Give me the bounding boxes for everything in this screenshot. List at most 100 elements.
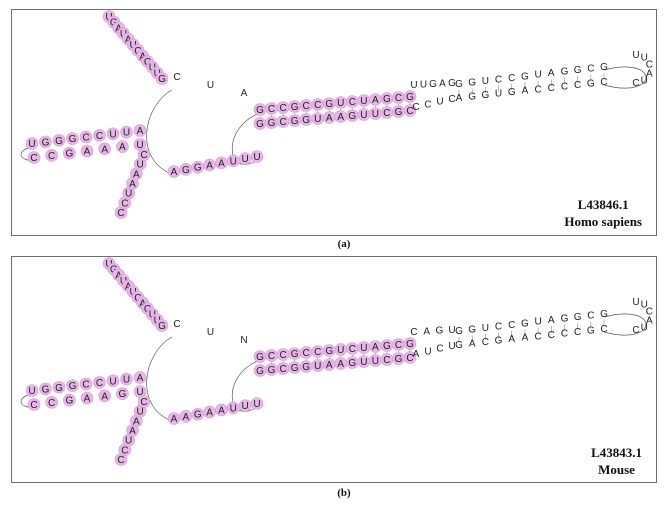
highlight-left-arm-top-0-b [25,384,39,397]
nucleotide-up-arm-3-b: U [120,276,127,287]
nucleotide-stem-end-bottom-0-a: C [412,102,419,113]
nucleotide-stem1-bottom-5-b: U [314,361,321,372]
nucleotide-stem2-top-1-b: G [468,324,476,335]
nucleotide-tail-2-b: N [240,335,247,346]
nucleotide-down-arm-5-a: U [137,160,144,171]
nucleotide-junction-2-b: G [194,410,202,421]
nucleotide-stem2-top-2-a: U [482,76,489,87]
nucleotide-stem1-top-5-a: C [314,100,321,111]
nucleotide-junction-3-b: A [206,408,213,419]
nucleotide-left-arm-top-2-b: G [55,383,63,394]
nucleotide-stem1-bottom-11-b: C [383,355,390,366]
nucleotide-stem1-bottom-1-b: G [268,365,276,376]
nucleotide-left-arm-bottom-6-b: U [136,387,143,398]
nucleotide-left-arm-top-7-a: U [123,128,130,139]
nucleotide-stem-end-bottom-1-a: C [424,99,431,110]
nucleotide-stem2-top-7-a: A [548,68,555,79]
nucleotide-stem1-bottom-12-a: G [395,107,403,118]
nucleotide-hairpin-2-a: C [646,60,653,71]
nucleotide-stem2-top-11-a: G [600,62,608,73]
nucleotide-stem2-top-4-b: C [508,320,515,331]
nucleotide-junction-5-b: U [230,403,237,414]
sequence-label-a: L43846.1 Homo sapiens [564,196,642,230]
nucleotide-down-arm-2-a: U [125,189,132,200]
highlight-stem1-top-13-a [403,90,417,103]
nucleotide-down-arm-0-a: C [117,208,124,219]
nucleotide-up-arm-8-b: C [144,304,151,315]
nucleotide-left-arm-top-4-b: C [82,380,89,391]
nucleotide-stem2-bottom-6-b: C [534,331,541,342]
nucleotide-left-arm-top-6-a: U [109,129,116,140]
nucleotide-left-arm-top-8-a: A [137,126,144,137]
nucleotide-stem-end-bottom-3-b: U [448,341,455,352]
nucleotide-left-arm-bottom-3-b: A [84,394,91,405]
nucleotide-junction-2-a: G [194,163,202,174]
nucleotide-down-arm-3-b: A [129,426,136,437]
nucleotide-stem1-bottom-7-b: A [337,359,344,370]
nucleotide-stem2-bottom-9-b: C [574,327,581,338]
panel-caption-a: (a) [337,238,351,250]
species-name-a: Homo sapiens [564,214,642,229]
nucleotide-stem1-top-8-a: C [349,97,356,108]
nucleotide-stem-end-top-0-a: U [410,80,417,91]
highlight-left-arm-bottom-5-b [116,387,129,400]
highlight-left-arm-top-8-a [133,124,147,137]
nucleotide-stem-end-top-1-a: U [420,80,427,91]
nucleotide-stem1-bottom-2-a: C [279,117,286,128]
nucleotide-stem1-bottom-6-a: A [326,113,333,124]
central-loop-backbone-b [146,336,175,423]
nucleotide-stem2-top-10-a: C [587,64,594,75]
hairpin-backbone-a [603,66,647,89]
nucleotide-up-arm-4-a: A [125,35,132,46]
nucleotide-hairpin-0-a: U [632,50,639,61]
nucleotide-stem2-top-9-a: G [574,65,582,76]
nucleotide-stem2-top-2-b: U [482,323,489,334]
nucleotide-stem1-top-2-b: C [279,350,286,361]
accession-id-b: L43843.1 [591,445,642,460]
nucleotide-up-arm-6-a: C [134,46,141,57]
highlight-left-arm-bottom-1-a [45,149,58,162]
structure-b: G C C G C C G U C U A G C GG G C G G U A A G U U C G CC A G UA U C UG G U C… [20,257,653,466]
nucleotide-hairpin-5-b: C [632,325,639,336]
nucleotide-stem2-bottom-3-a: U [495,89,502,100]
highlight-left-arm-bottom-4-a [98,142,111,156]
nucleotide-stem1-top-1-a: C [268,104,275,115]
nucleotide-up-arm-0-a: U [105,12,112,23]
nucleotide-stem2-bottom-5-a: A [522,86,529,97]
nucleotide-stem2-bottom-9-a: C [574,80,581,91]
highlight-left-arm-top-4-b [79,377,93,391]
nucleotide-stem1-top-9-b: U [360,343,367,354]
highlight-left-arm-top-1-b [39,382,52,396]
nucleotide-left-arm-bottom-0-b: C [30,400,37,411]
nucleotide-stem1-top-4-b: C [303,348,310,359]
nucleotide-up-arm-3-a: U [120,29,127,40]
nucleotide-stem-end-bottom-2-b: C [436,344,443,355]
nucleotide-left-arm-bottom-2-b: G [65,396,73,407]
nucleotide-left-arm-top-5-b: C [96,378,103,389]
nucleotide-up-arm-8-a: C [144,57,151,68]
nucleotide-hairpin-4-b: U [641,322,648,333]
highlight-left-arm-top-2-a [52,133,66,147]
nucleotide-stem2-top-11-b: G [600,309,608,320]
nucleotide-tail-2-a: A [241,88,248,99]
nucleotide-stem2-top-3-a: C [495,74,502,85]
nucleotide-stem1-top-13-b: G [406,339,414,350]
nucleotide-stem1-bottom-6-b: A [326,360,333,371]
nucleotide-stem-end-top-2-b: G [435,326,443,337]
nucleotide-up-arm-10-a: U [154,68,161,79]
nucleotide-hairpin-1-a: U [641,53,648,64]
nucleotide-left-arm-bottom-5-a: A [119,142,126,153]
nucleotide-down-arm-5-b: U [137,407,144,418]
highlight-left-arm-top-2-b [52,380,66,394]
nucleotide-up-arm-10-b: U [154,315,161,326]
highlight-left-arm-top-0-a [25,137,39,150]
nucleotide-stem2-bottom-8-a: C [561,81,568,92]
nucleotide-down-arm-3-a: A [129,179,136,190]
nucleotide-down-arm-0-b: C [117,455,124,466]
nucleotide-stem1-top-2-a: C [279,103,286,114]
nucleotide-stem2-top-8-a: G [561,67,569,78]
nucleotide-stem2-top-6-b: U [534,317,541,328]
nucleotide-junction-4-b: A [218,405,225,416]
highlight-left-arm-bottom-2-b [63,393,76,407]
nucleotide-stem1-bottom-12-b: G [395,354,403,365]
